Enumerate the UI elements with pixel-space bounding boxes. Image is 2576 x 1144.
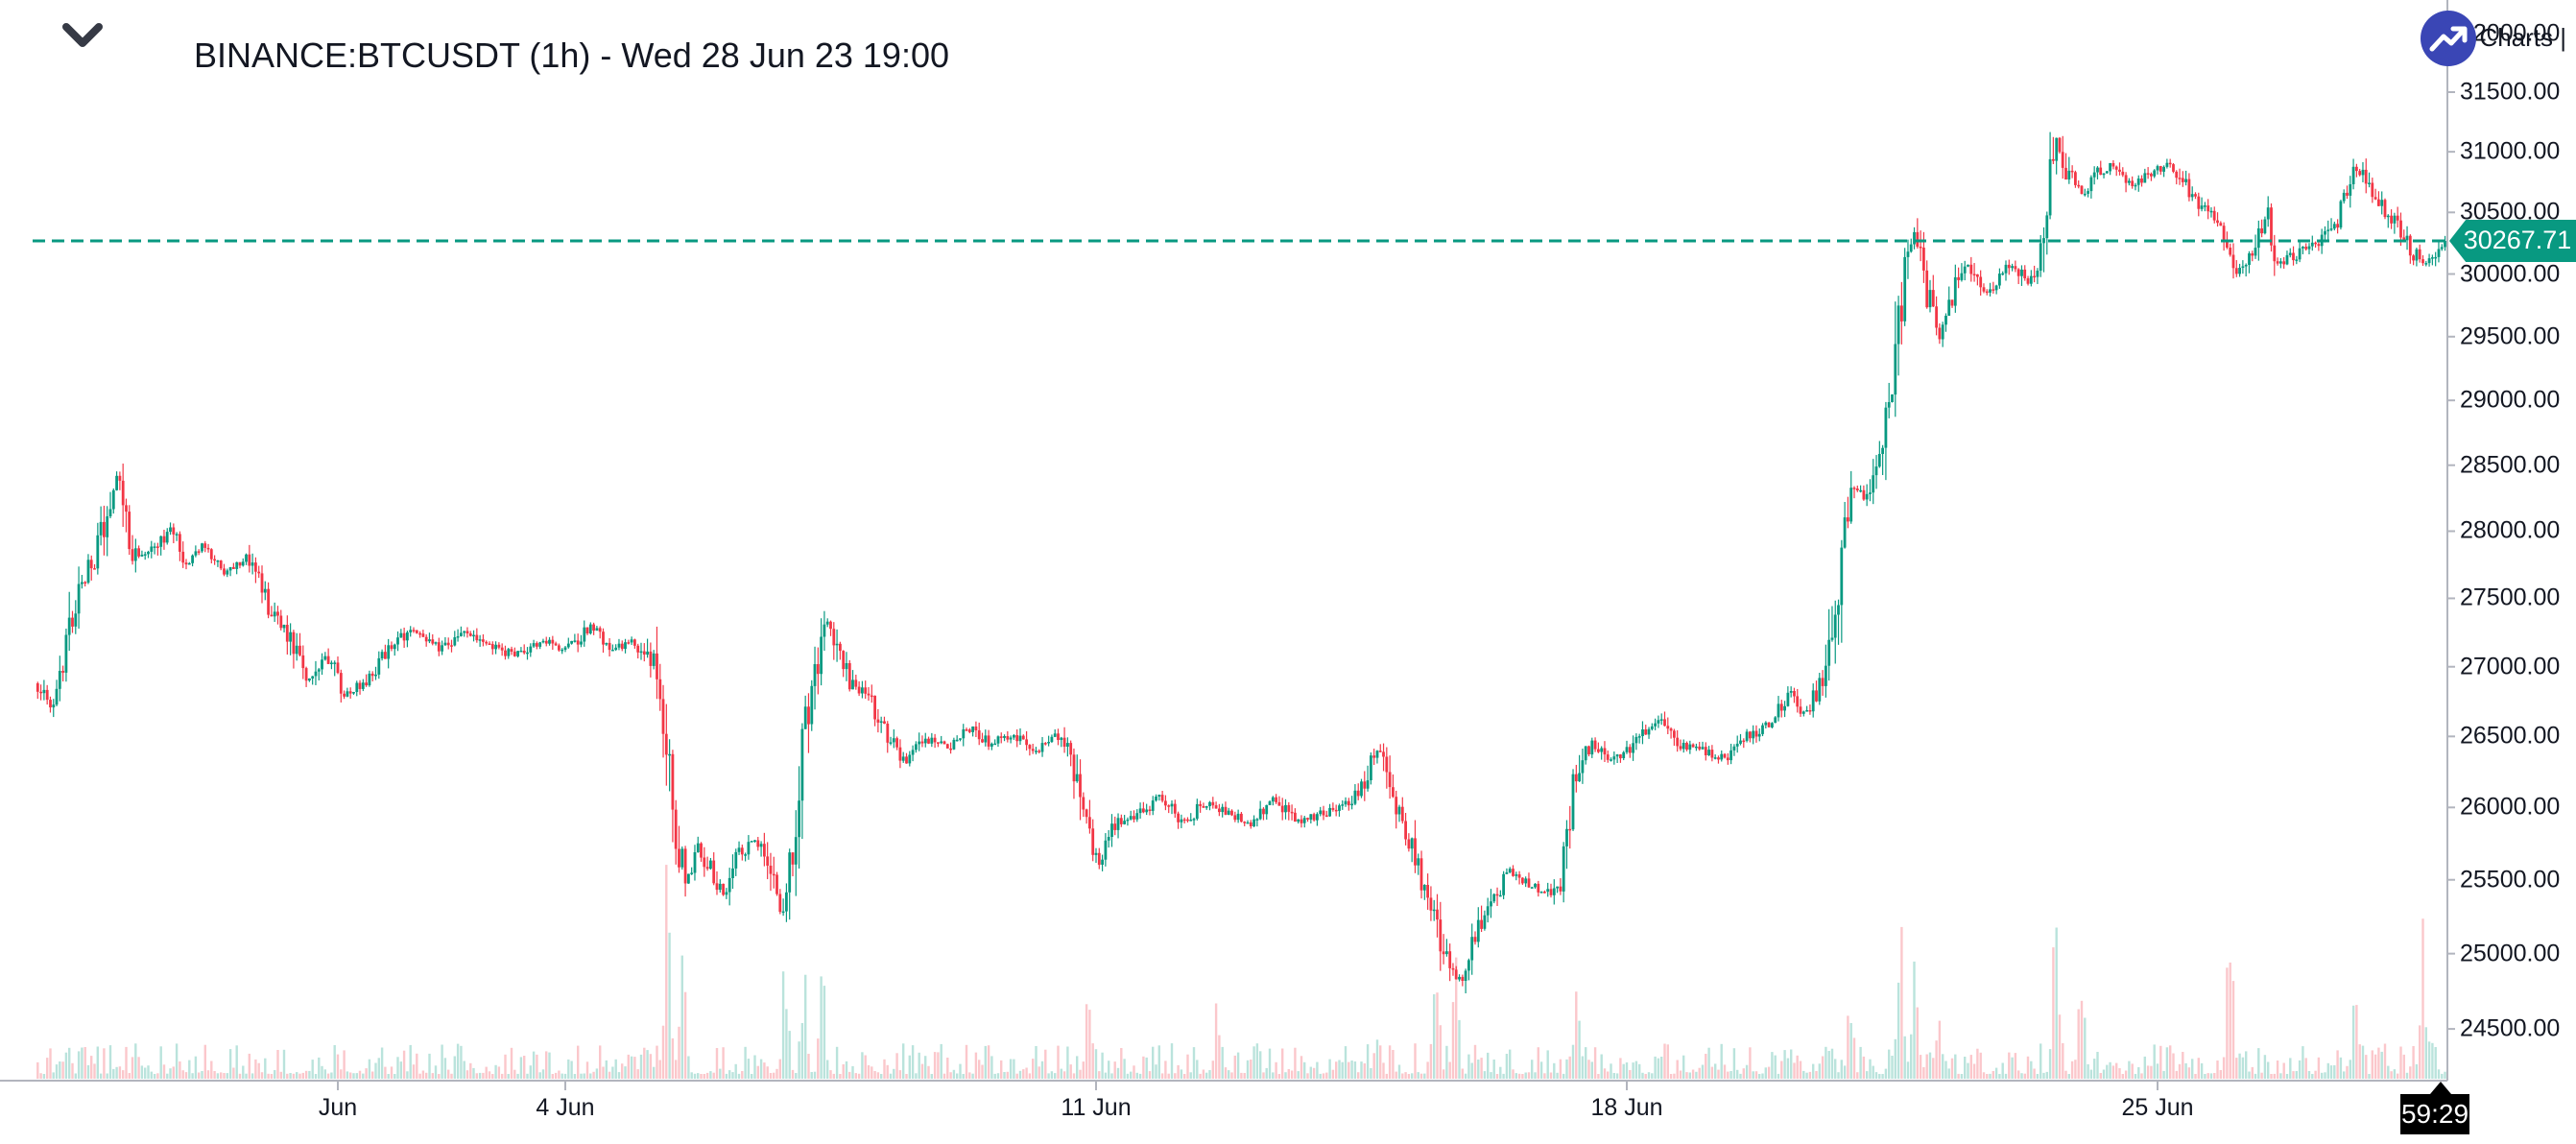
bar-close-countdown: 59:29 bbox=[2400, 1082, 2469, 1134]
tradingview-attribution[interactable]: Charts | bbox=[2479, 23, 2566, 52]
price-tick-label: 32000.00 bbox=[2460, 19, 2561, 47]
axes-layer bbox=[0, 0, 2455, 1090]
last-price-label: 30267.71 bbox=[2449, 219, 2576, 262]
price-tick-label: 31500.00 bbox=[2460, 78, 2561, 106]
price-tick-label: 27000.00 bbox=[2460, 653, 2561, 680]
time-tick-label: 4 Jun bbox=[536, 1094, 595, 1121]
time-tick-label: Jun bbox=[318, 1094, 358, 1121]
price-tick-label: 27500.00 bbox=[2460, 584, 2561, 611]
price-tick-label: 26500.00 bbox=[2460, 722, 2561, 750]
price-tick-label: 31000.00 bbox=[2460, 137, 2561, 165]
countdown-pointer bbox=[2430, 1082, 2451, 1094]
price-tick-label: 28500.00 bbox=[2460, 451, 2561, 479]
tradingview-logo-icon[interactable] bbox=[2420, 10, 2477, 72]
price-tick-label: 28000.00 bbox=[2460, 516, 2561, 544]
time-tick-label: 11 Jun bbox=[1061, 1094, 1132, 1121]
price-tick-label: 25500.00 bbox=[2460, 866, 2561, 894]
price-tick-label: 25000.00 bbox=[2460, 940, 2561, 967]
volume-bars-layer bbox=[36, 865, 2446, 1079]
time-tick-label: 25 Jun bbox=[2121, 1094, 2194, 1121]
price-tick-label: 24500.00 bbox=[2460, 1014, 2561, 1042]
last-price-value: 30267.71 bbox=[2463, 226, 2572, 255]
price-tick-label: 30000.00 bbox=[2460, 260, 2561, 287]
price-tick-label: 29500.00 bbox=[2460, 322, 2561, 350]
chevron-down-icon[interactable] bbox=[61, 23, 104, 48]
candles-layer bbox=[36, 131, 2446, 994]
time-tick-label: 18 Jun bbox=[1590, 1094, 1663, 1121]
price-tick-label: 26000.00 bbox=[2460, 793, 2561, 821]
symbol-title: BINANCE:BTCUSDT (1h) - Wed 28 Jun 23 19:… bbox=[194, 36, 949, 75]
countdown-value: 59:29 bbox=[2400, 1099, 2469, 1129]
price-tick-label: 29000.00 bbox=[2460, 386, 2561, 414]
